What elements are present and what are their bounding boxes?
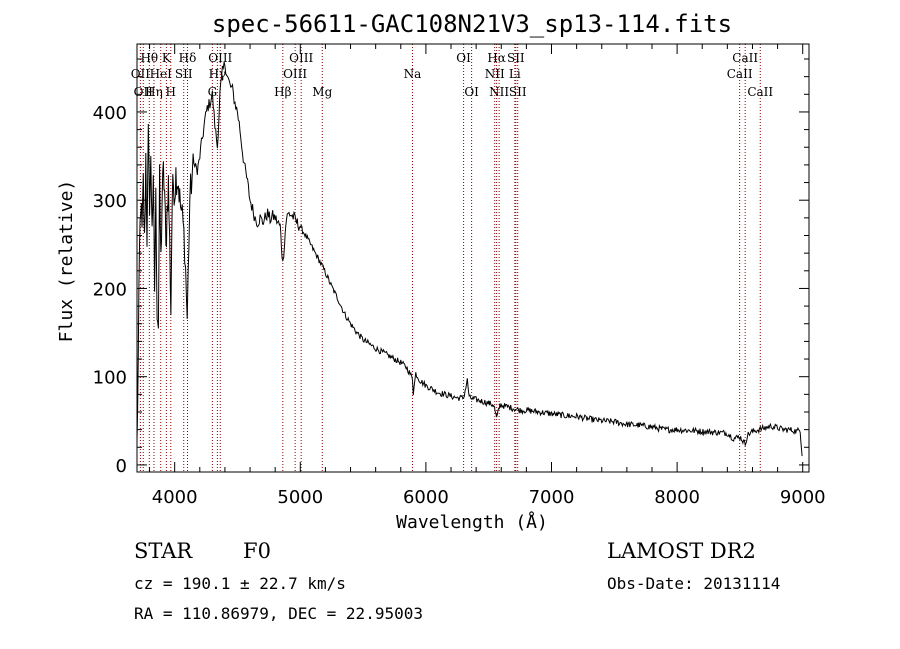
coordinates: RA = 110.86979, DEC = 22.95003 [134,604,423,623]
redshift-velocity: cz = 190.1 ± 22.7 km/s [134,574,346,593]
spectral-line-label: CaII [727,67,753,81]
spectral-line-label: OIII [289,51,313,65]
x-tick-label: 4000 [152,487,198,508]
spectral-line-label: Mg [312,85,332,99]
x-tick-label: 9000 [780,487,826,508]
spectral-line-label: OIII [283,67,307,81]
y-axis-ticks: 0 100 200 300 400 [93,58,809,477]
survey-name: LAMOST DR2 [607,539,756,563]
spectral-line-label: OII [134,85,154,99]
spectral-line-label: SII [507,51,525,65]
spectral-line-label: NII [485,67,505,81]
y-tick-label: 0 [116,456,127,477]
spectral-line-label: K [162,51,172,65]
spectral-line-label: H [166,85,176,99]
spectral-line-label: SII [509,85,527,99]
spectral-line-label: OI [464,85,479,99]
y-tick-label: 200 [93,279,127,300]
object-subclass: F0 [243,539,271,563]
spectral-line-label: OII [131,67,151,81]
spectral-line-markers [139,44,761,472]
chart-title: spec-56611-GAC108N21V3_sp13-114.fits [212,10,732,38]
spectral-line-label: Hδ [179,51,197,65]
spectral-line-label: OIII [208,51,232,65]
y-tick-label: 100 [93,368,127,389]
x-tick-label: 5000 [277,487,323,508]
x-tick-label: 8000 [654,487,700,508]
x-tick-label: 6000 [403,487,449,508]
spectral-line-label: OI [456,51,471,65]
x-tick-label: 7000 [529,487,575,508]
spectral-line-label: Hβ [274,85,291,99]
spectral-line-label: SII [175,67,193,81]
x-axis-ticks: 4000 5000 6000 7000 8000 9000 [149,44,826,508]
spectral-line-label: CaII [747,85,773,99]
spectral-line-label: Hη [145,85,163,99]
spectrum-line [136,61,803,457]
spectral-line-label: CaII [732,51,758,65]
observation-date: Obs-Date: 20131114 [607,574,780,593]
y-tick-label: 400 [93,103,127,124]
object-class: STAR [134,539,193,563]
y-axis-label: Flux (relative) [56,180,77,343]
spectral-line-label: HeI [150,67,173,81]
x-axis-label: Wavelength (Å) [396,511,548,533]
plot-frame [136,43,810,473]
spectral-line-label: NII [489,85,509,99]
spectral-line-label: Hθ [140,51,158,65]
spectral-line-label: Hα [487,51,506,65]
spectral-line-label: Na [404,67,422,81]
spectral-line-label: Li [509,67,521,81]
spectral-line-labels: OIIOIIHθHηHeIKHSIIHδGHγOIIIHβOIIIOIIIMgN… [131,51,774,99]
y-tick-label: 300 [93,191,127,212]
